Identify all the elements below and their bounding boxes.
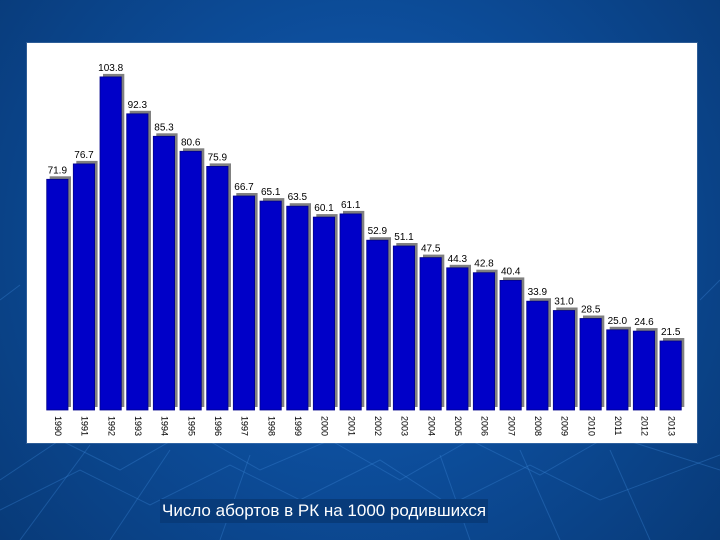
x-tick-label-1993: 1993 — [133, 416, 143, 436]
x-tick-label-1990: 1990 — [53, 416, 63, 436]
data-label-2008: 33.9 — [528, 287, 548, 298]
bar-2010 — [579, 318, 602, 411]
data-label-1993: 92.3 — [128, 100, 148, 111]
x-tick-label-2008: 2008 — [533, 416, 543, 436]
data-label-1996: 75.9 — [208, 152, 228, 163]
bar-1999 — [286, 205, 309, 411]
x-tick-label-1991: 1991 — [80, 416, 90, 436]
data-label-1991: 76.7 — [74, 150, 94, 161]
x-tick-label-1997: 1997 — [240, 416, 250, 436]
x-tick-label-2010: 2010 — [586, 416, 596, 436]
x-tick-label-2007: 2007 — [506, 416, 516, 436]
data-label-2010: 28.5 — [581, 305, 601, 316]
x-tick-label-2013: 2013 — [666, 416, 676, 436]
data-label-1997: 66.7 — [234, 182, 254, 193]
data-label-2013: 21.5 — [661, 327, 681, 338]
x-tick-label-2000: 2000 — [320, 416, 330, 436]
data-label-1992: 103.8 — [98, 63, 123, 74]
bar-1990 — [46, 178, 69, 411]
x-tick-label-2009: 2009 — [560, 416, 570, 436]
data-label-2012: 24.6 — [634, 317, 654, 328]
x-tick-labels-layer: 1990 1991 1992 1993 1994 1995 1996 1997 1998 1999… — [53, 416, 676, 436]
bar-1998 — [259, 200, 282, 411]
bar-2000 — [312, 216, 335, 411]
x-tick-label-2001: 2001 — [346, 416, 356, 436]
data-label-2009: 31.0 — [554, 297, 574, 308]
data-label-1998: 65.1 — [261, 187, 281, 198]
x-tick-label-1996: 1996 — [213, 416, 223, 436]
data-labels-layer: 71.9 76.7 103.8 92.3 85.3 80.6 75.9 66.7 65.1 63.… — [48, 63, 681, 338]
x-tick-label-2005: 2005 — [453, 416, 463, 436]
bar-2003 — [392, 245, 415, 411]
data-label-2004: 47.5 — [421, 244, 441, 255]
data-label-1995: 80.6 — [181, 137, 201, 148]
x-tick-label-2011: 2011 — [613, 416, 623, 435]
bar-2007 — [499, 279, 522, 411]
x-tick-label-2003: 2003 — [400, 416, 410, 436]
bar-2011 — [606, 329, 629, 411]
bar-1994 — [152, 135, 176, 411]
data-label-2003: 51.1 — [394, 232, 414, 243]
bar-1992 — [99, 76, 122, 411]
data-label-2005: 44.3 — [448, 254, 468, 265]
x-tick-label-1998: 1998 — [266, 416, 276, 436]
bars-layer — [46, 73, 685, 411]
x-tick-label-2004: 2004 — [426, 416, 436, 436]
bar-2002 — [366, 239, 389, 411]
bar-1995 — [179, 150, 202, 411]
x-tick-label-1999: 1999 — [293, 416, 303, 436]
bar-1991 — [72, 163, 95, 411]
x-tick-label-2012: 2012 — [640, 416, 650, 436]
bar-1996 — [206, 166, 229, 411]
data-label-1990: 71.9 — [48, 165, 68, 176]
bar-2001 — [339, 213, 362, 411]
bar-chart: 71.9 76.7 103.8 92.3 85.3 80.6 75.9 66.7 65.1 63.… — [46, 63, 685, 436]
data-label-1994: 85.3 — [154, 122, 174, 133]
bar-2008 — [526, 300, 549, 411]
bar-2013 — [659, 340, 682, 411]
bar-2005 — [446, 267, 469, 411]
data-label-2000: 60.1 — [314, 203, 334, 214]
chart-panel: 71.9 76.7 103.8 92.3 85.3 80.6 75.9 66.7 65.1 63.… — [27, 43, 697, 443]
bar-1997 — [232, 195, 256, 411]
x-tick-label-2006: 2006 — [480, 416, 490, 436]
x-tick-label-1992: 1992 — [106, 416, 116, 436]
slide-caption: Число абортов в РК на 1000 родившихся — [160, 499, 489, 523]
x-tick-label-1995: 1995 — [186, 416, 196, 436]
data-label-2006: 42.8 — [474, 259, 494, 270]
data-label-2011: 25.0 — [608, 316, 628, 327]
bar-2009 — [552, 310, 575, 411]
data-label-2002: 52.9 — [368, 226, 388, 237]
x-tick-label-2002: 2002 — [373, 416, 383, 436]
bar-2012 — [632, 330, 655, 411]
data-label-2001: 61.1 — [341, 200, 361, 211]
data-label-2007: 40.4 — [501, 266, 521, 277]
bar-1993 — [126, 113, 149, 411]
x-tick-label-1994: 1994 — [160, 416, 170, 436]
bar-2006 — [472, 272, 495, 411]
data-label-1999: 63.5 — [288, 192, 308, 203]
bar-2004 — [419, 257, 442, 411]
